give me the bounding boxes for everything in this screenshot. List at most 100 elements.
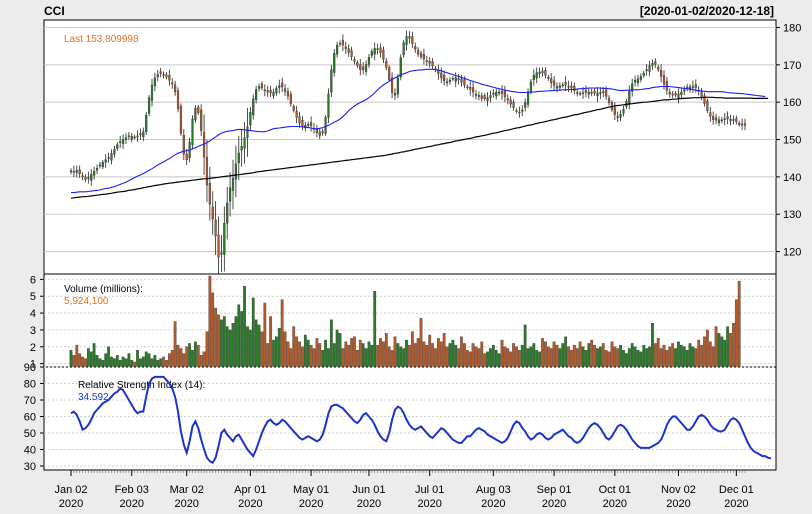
- candle-body: [133, 136, 136, 139]
- candle-body: [75, 170, 78, 173]
- candlestick: [414, 42, 417, 53]
- volume-bar: [500, 339, 504, 368]
- volume-bar: [491, 344, 495, 368]
- candlestick: [93, 166, 96, 180]
- candle-body: [526, 91, 530, 105]
- candle-body: [168, 75, 171, 81]
- candle-body: [101, 162, 104, 167]
- candlestick: [717, 116, 721, 127]
- candlestick: [688, 84, 692, 93]
- candle-body: [69, 170, 73, 173]
- volume-bar: [700, 344, 703, 368]
- candlestick: [153, 72, 156, 92]
- volume-bar: [167, 353, 171, 368]
- volume-bar: [373, 291, 377, 368]
- candle-body: [165, 74, 168, 78]
- candlestick: [347, 44, 350, 57]
- candlestick: [185, 148, 188, 165]
- candlestick: [255, 85, 258, 104]
- price-tick-label: 140: [783, 172, 801, 184]
- candle-body: [139, 133, 142, 136]
- candle-body: [93, 171, 96, 176]
- candle-body: [561, 84, 564, 87]
- price-tick-label: 150: [783, 135, 801, 147]
- candle-body: [411, 36, 414, 44]
- candle-body: [694, 84, 697, 88]
- candle-body: [263, 89, 266, 92]
- candlestick: [645, 64, 648, 76]
- candle-body: [469, 87, 472, 90]
- candle-body: [657, 67, 660, 70]
- candle-body: [408, 36, 411, 39]
- volume-bar: [726, 326, 730, 368]
- candlestick: [570, 81, 573, 93]
- x-axis: Jan 02 2020 Feb 03 2020 Mar 02 2020 Apr 01 2020…: [54, 470, 754, 510]
- candle-body: [535, 72, 538, 79]
- volume-bar: [246, 326, 249, 368]
- candlestick: [422, 48, 426, 65]
- candlestick: [631, 78, 634, 97]
- volume-bar: [75, 344, 79, 368]
- volume-bar: [393, 336, 397, 368]
- candlestick: [639, 73, 642, 83]
- volume-bar: [89, 351, 93, 368]
- candlestick: [552, 76, 556, 91]
- candlestick: [121, 134, 125, 149]
- volume-bar: [685, 349, 689, 368]
- candlestick: [191, 115, 194, 149]
- candle-body: [405, 36, 408, 45]
- candlestick: [405, 30, 408, 51]
- candle-body: [741, 123, 744, 126]
- candle-body: [286, 91, 290, 97]
- volume-bar: [191, 349, 194, 368]
- volume-bar: [84, 358, 87, 368]
- candle-body: [255, 89, 258, 100]
- candlestick: [518, 106, 521, 118]
- candlestick: [136, 130, 139, 142]
- candle-body: [124, 137, 128, 140]
- volume-bar: [361, 343, 365, 368]
- candle-body: [732, 119, 735, 121]
- candlestick: [237, 135, 240, 181]
- volume-bar: [78, 353, 82, 368]
- candle-body: [362, 66, 365, 70]
- candlestick: [668, 88, 671, 98]
- candlestick: [364, 60, 368, 76]
- date-range: [2020-01-02/2020-12-18]: [639, 4, 774, 18]
- candle-body: [628, 91, 631, 104]
- volume-bar: [572, 344, 576, 368]
- volume-bar: [598, 346, 602, 368]
- candlestick: [321, 128, 324, 136]
- candlestick: [388, 65, 391, 83]
- candle-body: [515, 110, 518, 112]
- candle-body: [662, 75, 666, 85]
- candle-body: [364, 64, 368, 72]
- volume-bar: [682, 346, 686, 368]
- volume-bar: [477, 348, 481, 368]
- candle-body: [654, 61, 657, 65]
- volume-bar: [578, 341, 582, 368]
- candlestick: [466, 84, 469, 90]
- candle-body: [310, 122, 313, 126]
- candlestick: [205, 139, 209, 203]
- volume-bar: [708, 341, 712, 368]
- price-tick-label: 180: [783, 22, 801, 34]
- candlestick: [720, 117, 723, 124]
- candlestick: [512, 99, 515, 111]
- candle-body: [703, 95, 706, 104]
- candle-body: [723, 118, 726, 120]
- candlestick: [197, 104, 200, 115]
- x-tick-month-label: Nov 02: [661, 484, 696, 496]
- volume-bar: [703, 336, 706, 368]
- candle-body: [419, 52, 423, 58]
- volume-bar: [468, 351, 472, 368]
- rsi-line: [70, 375, 772, 465]
- candle-body: [90, 174, 93, 181]
- volume-bar: [506, 348, 510, 368]
- candle-body: [486, 97, 489, 101]
- candlestick: [419, 50, 423, 60]
- candlestick: [547, 74, 550, 81]
- candle-body: [341, 40, 345, 46]
- volume-bar: [150, 358, 154, 368]
- price-tick-label: 160: [783, 97, 801, 109]
